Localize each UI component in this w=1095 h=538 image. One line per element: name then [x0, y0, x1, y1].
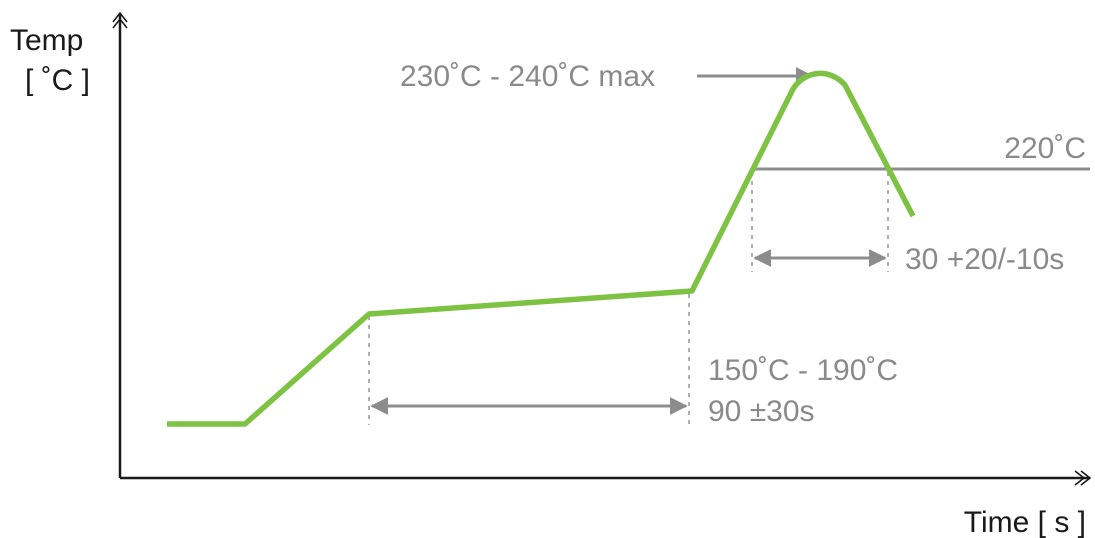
peak-label: 230˚C - 240˚C max: [400, 60, 655, 93]
y-axis-arrow-icon: [112, 11, 128, 23]
x-axis-arrow-icon: [1080, 470, 1092, 486]
x-axis-arrow-icon-inner: [1074, 470, 1086, 486]
tal-label: 30 +20/-10s: [905, 243, 1064, 276]
x-axis-label: Time [ s ]: [964, 506, 1086, 538]
liquidus-label: 220˚C: [1004, 132, 1086, 165]
y-axis-unit: [ ˚C ]: [25, 64, 90, 97]
y-axis-arrow-icon-inner: [112, 17, 128, 29]
soak-time-label: 90 ±30s: [708, 395, 815, 428]
soak-temp-label: 150˚C - 190˚C: [708, 354, 898, 387]
reflow-profile-curve: [167, 70, 916, 427]
y-axis-label: Temp: [10, 24, 83, 57]
